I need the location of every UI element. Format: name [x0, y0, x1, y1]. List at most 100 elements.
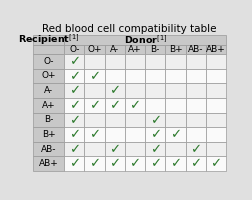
- Bar: [33, 35, 64, 45]
- Text: O-: O-: [69, 45, 79, 54]
- Bar: [205, 69, 225, 83]
- Bar: [64, 45, 84, 54]
- Text: ✓: ✓: [89, 70, 100, 83]
- Bar: [185, 45, 205, 54]
- Text: O+: O+: [87, 45, 101, 54]
- Text: O-: O-: [43, 57, 54, 66]
- Text: A+: A+: [128, 45, 141, 54]
- Text: ✓: ✓: [129, 99, 140, 112]
- Bar: [64, 156, 84, 171]
- Bar: [185, 54, 205, 69]
- Bar: [84, 98, 104, 113]
- Bar: [104, 156, 124, 171]
- Text: A-: A-: [110, 45, 119, 54]
- Bar: [33, 113, 64, 127]
- Bar: [205, 54, 225, 69]
- Bar: [185, 113, 205, 127]
- Text: ✓: ✓: [69, 55, 80, 68]
- Bar: [185, 156, 205, 171]
- Text: ✓: ✓: [109, 99, 120, 112]
- Bar: [33, 69, 64, 83]
- Text: Donor$^{[1]}$: Donor$^{[1]}$: [123, 33, 166, 46]
- Bar: [124, 113, 145, 127]
- Bar: [205, 98, 225, 113]
- Text: ✓: ✓: [109, 84, 120, 97]
- Bar: [84, 113, 104, 127]
- Bar: [84, 83, 104, 98]
- Bar: [104, 54, 124, 69]
- Bar: [104, 69, 124, 83]
- Bar: [165, 127, 185, 142]
- Bar: [165, 98, 185, 113]
- Bar: [124, 156, 145, 171]
- Bar: [64, 35, 225, 45]
- Bar: [205, 45, 225, 54]
- Text: Recipient$^{[1]}$: Recipient$^{[1]}$: [18, 32, 79, 47]
- Text: B+: B+: [168, 45, 182, 54]
- Bar: [124, 54, 145, 69]
- Text: ✓: ✓: [210, 158, 221, 171]
- Text: AB-: AB-: [41, 145, 56, 154]
- Bar: [33, 156, 64, 171]
- Bar: [33, 98, 64, 113]
- Bar: [64, 98, 84, 113]
- Bar: [84, 54, 104, 69]
- Bar: [64, 54, 84, 69]
- Bar: [64, 69, 84, 83]
- Bar: [145, 54, 165, 69]
- Text: B-: B-: [44, 115, 53, 124]
- Bar: [104, 98, 124, 113]
- Text: ✓: ✓: [69, 70, 80, 83]
- Text: A-: A-: [44, 86, 53, 95]
- Text: AB-: AB-: [187, 45, 203, 54]
- Text: ✓: ✓: [109, 158, 120, 171]
- Text: ✓: ✓: [169, 128, 180, 141]
- Text: ✓: ✓: [149, 128, 160, 141]
- Text: ✓: ✓: [69, 128, 80, 141]
- Bar: [165, 54, 185, 69]
- Bar: [84, 45, 104, 54]
- Bar: [33, 83, 64, 98]
- Bar: [205, 156, 225, 171]
- Bar: [145, 45, 165, 54]
- Bar: [104, 83, 124, 98]
- Bar: [64, 142, 84, 156]
- Text: B-: B-: [150, 45, 159, 54]
- Bar: [64, 83, 84, 98]
- Text: ✓: ✓: [89, 158, 100, 171]
- Bar: [145, 98, 165, 113]
- Text: ✓: ✓: [89, 99, 100, 112]
- Text: ✓: ✓: [190, 143, 201, 156]
- Bar: [205, 127, 225, 142]
- Text: ✓: ✓: [69, 114, 80, 127]
- Text: A+: A+: [42, 101, 55, 110]
- Text: ✓: ✓: [169, 158, 180, 171]
- Bar: [165, 45, 185, 54]
- Bar: [165, 113, 185, 127]
- Bar: [33, 45, 64, 54]
- Bar: [185, 69, 205, 83]
- Bar: [33, 127, 64, 142]
- Text: AB+: AB+: [205, 45, 225, 54]
- Text: O+: O+: [41, 71, 56, 80]
- Bar: [84, 69, 104, 83]
- Bar: [84, 127, 104, 142]
- Text: ✓: ✓: [129, 158, 140, 171]
- Text: ✓: ✓: [69, 99, 80, 112]
- Bar: [33, 54, 64, 69]
- Bar: [124, 45, 145, 54]
- Bar: [145, 127, 165, 142]
- Bar: [124, 142, 145, 156]
- Bar: [104, 113, 124, 127]
- Text: ✓: ✓: [89, 128, 100, 141]
- Text: ✓: ✓: [69, 143, 80, 156]
- Bar: [165, 69, 185, 83]
- Text: ✓: ✓: [190, 158, 201, 171]
- Text: ✓: ✓: [149, 114, 160, 127]
- Bar: [104, 127, 124, 142]
- Text: B+: B+: [42, 130, 55, 139]
- Bar: [124, 83, 145, 98]
- Bar: [165, 156, 185, 171]
- Bar: [84, 142, 104, 156]
- Bar: [124, 98, 145, 113]
